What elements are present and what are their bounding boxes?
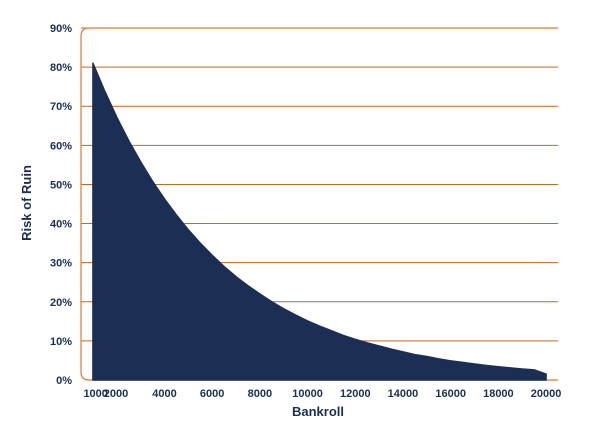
x-tick-label: 8000	[248, 388, 272, 400]
y-axis-title: Risk of Ruin	[19, 165, 34, 241]
y-axis: 0% 10% 20% 30% 40% 50% 60% 70% 80% 90%	[50, 23, 72, 387]
y-tick-label: 80%	[50, 62, 72, 74]
y-tick-label: 0%	[56, 375, 72, 387]
x-tick-label: 16000	[435, 388, 466, 400]
x-tick-label: 18000	[483, 388, 514, 400]
x-tick-label: 14000	[388, 388, 419, 400]
y-tick-label: 10%	[50, 336, 72, 348]
y-tick-label: 20%	[50, 297, 72, 309]
y-tick-label: 70%	[50, 101, 72, 113]
y-tick-label: 30%	[50, 258, 72, 270]
x-tick-label: 10000	[292, 388, 323, 400]
x-tick-label: 20000	[531, 388, 562, 400]
x-axis-title: Bankroll	[292, 404, 344, 419]
y-tick-label: 40%	[50, 219, 72, 231]
risk-area	[92, 62, 547, 381]
x-tick-label: 12000	[340, 388, 371, 400]
x-tick-label: 2000	[104, 388, 128, 400]
x-tick-label: 4000	[152, 388, 176, 400]
y-tick-label: 90%	[50, 23, 72, 35]
plot-frame	[80, 27, 558, 381]
x-tick-label: 1000	[83, 388, 107, 400]
y-tick-label: 50%	[50, 179, 72, 191]
y-tick-label: 60%	[50, 140, 72, 152]
x-tick-label: 6000	[200, 388, 224, 400]
